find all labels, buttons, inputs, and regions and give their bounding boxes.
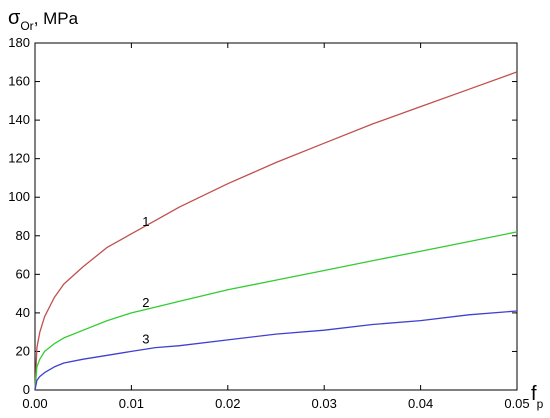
x-tick-label: 0.02 xyxy=(215,396,240,411)
series-line-1 xyxy=(34,71,518,391)
x-tick-label: 0.03 xyxy=(312,396,337,411)
y-axis-title: σOr, MPa xyxy=(8,7,79,33)
y-tick-label: 80 xyxy=(16,228,30,243)
y-tick-label: 20 xyxy=(16,343,30,358)
plot-border xyxy=(34,42,518,391)
x-axis-symbol: f xyxy=(531,383,537,405)
y-tick-label: 60 xyxy=(16,266,30,281)
y-tick-label: 140 xyxy=(8,112,30,127)
x-tick-label: 0.04 xyxy=(408,396,433,411)
series-label-2: 2 xyxy=(142,295,149,310)
series-line-2 xyxy=(34,231,518,391)
y-tick-label: 120 xyxy=(8,151,30,166)
y-axis-ticks: 0 20 40 60 80 100 120 140 160 180 xyxy=(8,35,517,397)
plot-frame xyxy=(34,42,518,391)
series-label-1: 1 xyxy=(142,214,149,229)
series-line-3 xyxy=(34,310,518,391)
x-axis-subscript: p xyxy=(537,397,544,411)
y-tick-label: 40 xyxy=(16,305,30,320)
y-tick-label: 100 xyxy=(8,189,30,204)
series-labels: 1 2 3 xyxy=(142,214,149,347)
x-tick-label: 0.00 xyxy=(22,396,47,411)
y-axis-symbol: σ xyxy=(8,7,21,29)
y-tick-label: 160 xyxy=(8,74,30,89)
y-axis-subscript: Or xyxy=(20,19,33,33)
series-lines xyxy=(34,71,518,391)
x-axis-ticks: 0.00 0.01 0.02 0.03 0.04 0.05 xyxy=(22,43,530,411)
series-label-3: 3 xyxy=(142,332,149,347)
y-tick-label: 180 xyxy=(8,35,30,50)
x-tick-label: 0.05 xyxy=(504,396,529,411)
y-axis-unit: , MPa xyxy=(34,9,79,28)
x-axis-title: fp xyxy=(531,383,544,411)
x-tick-label: 0.01 xyxy=(119,396,144,411)
y-tick-label: 0 xyxy=(23,382,30,397)
